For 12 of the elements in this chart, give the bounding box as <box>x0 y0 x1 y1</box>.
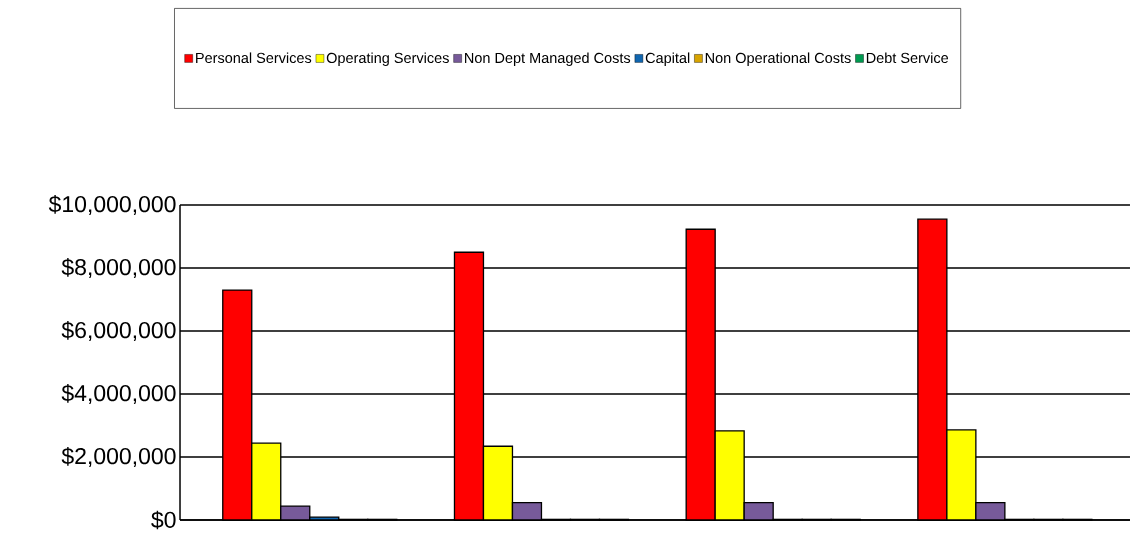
y-tick-label: $10,000,000 <box>48 195 176 215</box>
y-tick-label: $8,000,000 <box>61 258 176 278</box>
legend-label: Capital <box>645 52 690 66</box>
y-tick-label: $4,000,000 <box>61 384 176 404</box>
legend-label: Debt Service <box>866 52 949 64</box>
y-tick-label: $0 <box>151 510 176 530</box>
legend-label: Non Operational Costs <box>705 52 851 66</box>
legend-label: Personal Services <box>196 52 312 64</box>
legend-label: Operating Services <box>326 52 449 66</box>
legend-label: Non Dept Managed Costs <box>465 52 631 66</box>
y-tick-label: $6,000,000 <box>61 321 176 341</box>
y-tick-label: $2,000,000 <box>61 447 176 467</box>
